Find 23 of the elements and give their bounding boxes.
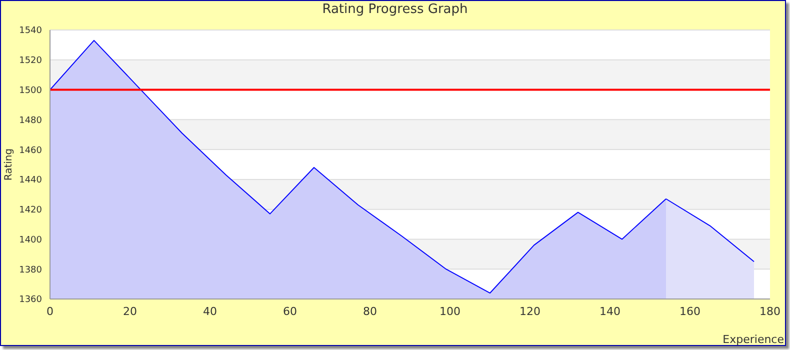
y-tick-label: 1380 bbox=[19, 265, 42, 276]
y-tick-label: 1440 bbox=[19, 176, 42, 186]
y-tick-label: 1540 bbox=[19, 26, 42, 36]
y-tick-label: 1500 bbox=[19, 86, 42, 96]
x-tick-label: 60 bbox=[283, 304, 297, 318]
y-tick-label: 1420 bbox=[19, 206, 42, 216]
y-tick-label: 1520 bbox=[19, 56, 42, 66]
y-tick-label: 1400 bbox=[19, 235, 42, 246]
y-tick-label: 1460 bbox=[19, 146, 42, 156]
x-tick-label: 160 bbox=[680, 304, 700, 318]
x-tick-label: 0 bbox=[46, 304, 54, 318]
x-tick-label: 20 bbox=[123, 304, 137, 318]
x-tick-label: 80 bbox=[363, 304, 377, 318]
x-tick-label: 100 bbox=[440, 304, 460, 318]
y-tick-label: 1480 bbox=[19, 116, 42, 126]
y-tick-label: 1360 bbox=[19, 295, 42, 306]
x-axis-title: Experience bbox=[722, 333, 784, 346]
x-tick-label: 40 bbox=[203, 304, 217, 318]
x-tick-label: 140 bbox=[600, 304, 620, 318]
x-tick-label: 120 bbox=[520, 304, 540, 318]
x-tick-label: 180 bbox=[760, 304, 780, 318]
y-axis-title: Rating bbox=[4, 148, 15, 181]
chart-title: Rating Progress Graph bbox=[321, 2, 469, 17]
